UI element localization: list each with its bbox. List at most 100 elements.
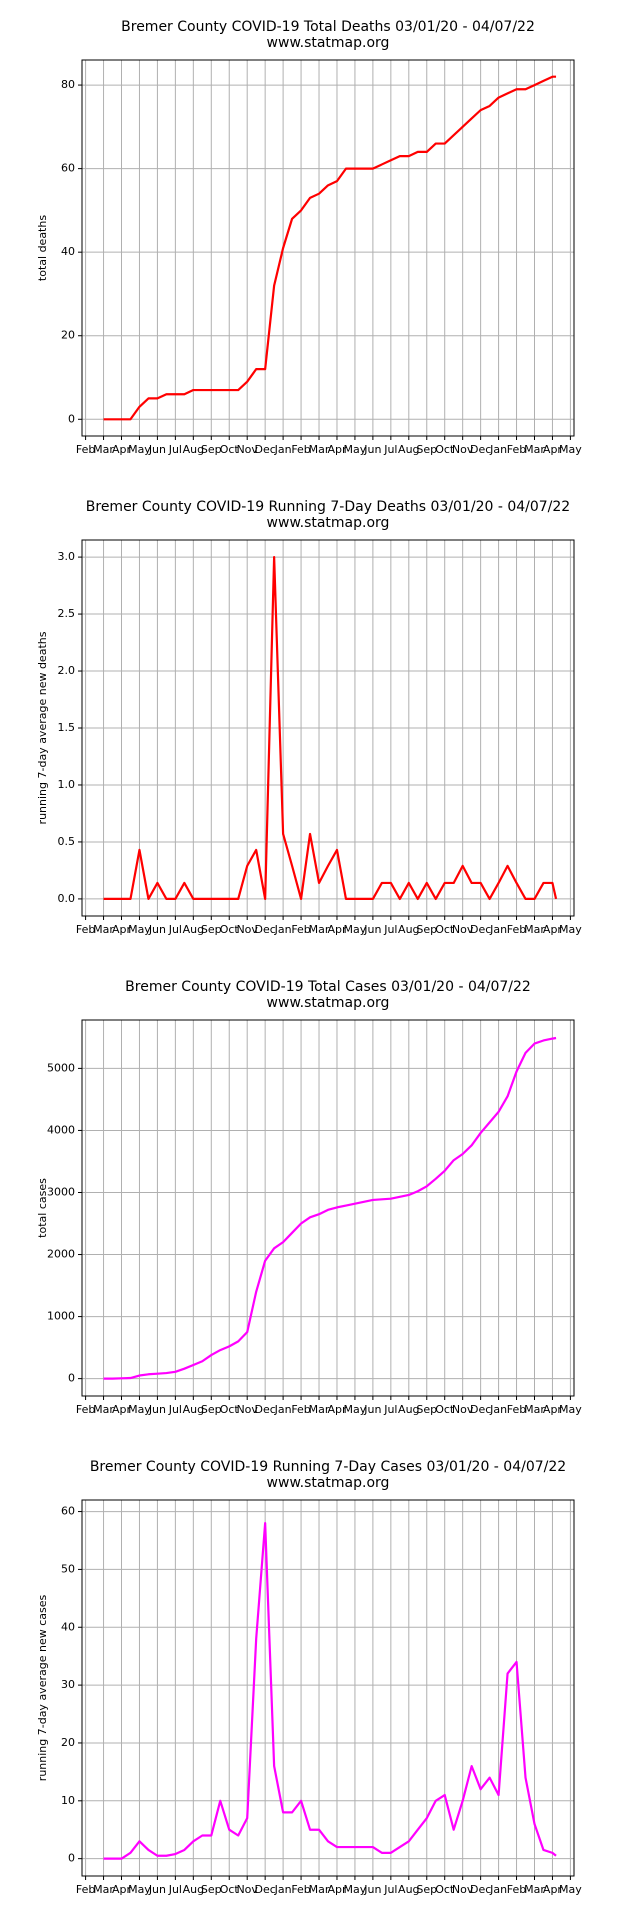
x-tick-label: Feb bbox=[76, 923, 95, 936]
x-tick-label: Feb bbox=[507, 443, 526, 456]
y-tick-label: 2000 bbox=[47, 1248, 75, 1261]
y-tick-label: 1.5 bbox=[58, 721, 76, 734]
x-tick-label: Apr bbox=[543, 1883, 563, 1896]
x-tick-label: Jul bbox=[168, 1403, 182, 1416]
x-tick-label: Jan bbox=[489, 1883, 507, 1896]
chart-panel: Bremer County COVID-19 Total Deaths 03/0… bbox=[36, 19, 582, 456]
x-tick-label: Mar bbox=[524, 1403, 545, 1416]
x-tick-label: Oct bbox=[435, 1883, 455, 1896]
x-tick-label: Sep bbox=[416, 443, 437, 456]
x-tick-label: Jan bbox=[274, 443, 292, 456]
x-tick-label: Jul bbox=[383, 923, 397, 936]
x-tick-label: Mar bbox=[524, 443, 545, 456]
y-tick-label: 60 bbox=[61, 162, 75, 175]
x-tick-label: Apr bbox=[543, 443, 563, 456]
chart-subtitle: www.statmap.org bbox=[267, 35, 390, 51]
chart-panel: Bremer County COVID-19 Running 7-Day Dea… bbox=[36, 499, 582, 936]
x-tick-label: Dec bbox=[470, 923, 491, 936]
chart-title: Bremer County COVID-19 Running 7-Day Dea… bbox=[86, 499, 570, 515]
x-tick-label: May bbox=[344, 1883, 367, 1896]
x-tick-label: Apr bbox=[112, 443, 132, 456]
x-tick-label: May bbox=[128, 1403, 151, 1416]
x-tick-label: Apr bbox=[112, 1883, 132, 1896]
x-tick-label: Jan bbox=[489, 1403, 507, 1416]
x-tick-label: Oct bbox=[435, 1403, 455, 1416]
data-line bbox=[103, 1036, 557, 1380]
x-tick-label: Mar bbox=[524, 1883, 545, 1896]
x-tick-label: Jun bbox=[363, 443, 381, 456]
x-tick-label: Mar bbox=[524, 923, 545, 936]
x-tick-label: Feb bbox=[507, 923, 526, 936]
x-tick-label: Jun bbox=[363, 1403, 381, 1416]
y-axis-label: running 7-day average new deaths bbox=[36, 631, 49, 824]
plot-frame bbox=[81, 59, 575, 437]
x-tick-label: Apr bbox=[112, 1403, 132, 1416]
x-tick-label: Nov bbox=[452, 1883, 474, 1896]
x-tick-label: Mar bbox=[309, 1883, 330, 1896]
x-tick-label: Feb bbox=[291, 1883, 310, 1896]
x-tick-label: Sep bbox=[201, 1403, 222, 1416]
y-tick-label: 30 bbox=[61, 1678, 75, 1691]
x-tick-label: Apr bbox=[327, 1883, 347, 1896]
x-tick-label: Jun bbox=[363, 923, 381, 936]
x-tick-label: Aug bbox=[183, 923, 204, 936]
x-tick-label: Aug bbox=[398, 443, 419, 456]
x-tick-label: Oct bbox=[435, 923, 455, 936]
x-tick-label: Sep bbox=[201, 443, 222, 456]
x-tick-label: Oct bbox=[220, 1883, 240, 1896]
x-tick-label: Jan bbox=[274, 923, 292, 936]
x-tick-label: Nov bbox=[236, 1883, 258, 1896]
y-tick-label: 0 bbox=[68, 1852, 75, 1865]
chart-subtitle: www.statmap.org bbox=[267, 515, 390, 531]
x-tick-label: Apr bbox=[327, 1403, 347, 1416]
plot-frame bbox=[81, 539, 575, 917]
x-tick-label: Nov bbox=[236, 443, 258, 456]
x-tick-label: Jun bbox=[148, 1403, 166, 1416]
x-tick-label: Aug bbox=[398, 1883, 419, 1896]
x-tick-label: Nov bbox=[236, 1403, 258, 1416]
x-tick-label: Feb bbox=[507, 1403, 526, 1416]
x-tick-label: Dec bbox=[470, 443, 491, 456]
x-tick-label: Feb bbox=[76, 1403, 95, 1416]
y-tick-label: 0.0 bbox=[58, 892, 76, 905]
x-tick-label: Mar bbox=[93, 443, 114, 456]
x-tick-label: May bbox=[559, 1403, 582, 1416]
x-tick-label: Jul bbox=[383, 1883, 397, 1896]
x-tick-label: Dec bbox=[255, 1403, 276, 1416]
x-tick-label: Jul bbox=[168, 923, 182, 936]
data-line bbox=[103, 555, 558, 901]
x-tick-label: May bbox=[344, 923, 367, 936]
y-tick-label: 2.0 bbox=[58, 664, 76, 677]
data-line bbox=[103, 75, 557, 421]
x-tick-label: Nov bbox=[452, 443, 474, 456]
chart-panel: Bremer County COVID-19 Running 7-Day Cas… bbox=[36, 1459, 582, 1896]
plot-frame bbox=[81, 1499, 575, 1877]
x-tick-label: Jan bbox=[274, 1403, 292, 1416]
x-tick-label: Sep bbox=[416, 1883, 437, 1896]
x-tick-label: May bbox=[344, 443, 367, 456]
x-tick-label: Jan bbox=[274, 1883, 292, 1896]
x-tick-label: Apr bbox=[327, 923, 347, 936]
y-tick-label: 0.5 bbox=[58, 835, 76, 848]
y-tick-label: 2.5 bbox=[58, 607, 76, 620]
x-tick-label: Oct bbox=[435, 443, 455, 456]
x-tick-label: Jun bbox=[363, 1883, 381, 1896]
x-tick-label: Apr bbox=[112, 923, 132, 936]
x-tick-label: Jul bbox=[168, 1883, 182, 1896]
x-tick-label: Aug bbox=[183, 443, 204, 456]
x-tick-label: Mar bbox=[309, 1403, 330, 1416]
x-tick-label: Jul bbox=[383, 443, 397, 456]
x-tick-label: May bbox=[128, 1883, 151, 1896]
x-tick-label: Aug bbox=[398, 1403, 419, 1416]
x-tick-label: Oct bbox=[220, 443, 240, 456]
x-tick-label: Sep bbox=[416, 1403, 437, 1416]
x-tick-label: Mar bbox=[309, 443, 330, 456]
x-tick-label: Nov bbox=[452, 1403, 474, 1416]
x-tick-label: May bbox=[128, 923, 151, 936]
y-tick-label: 3.0 bbox=[58, 550, 76, 563]
x-tick-label: Jul bbox=[168, 443, 182, 456]
x-tick-label: May bbox=[344, 1403, 367, 1416]
x-tick-label: Apr bbox=[543, 923, 563, 936]
